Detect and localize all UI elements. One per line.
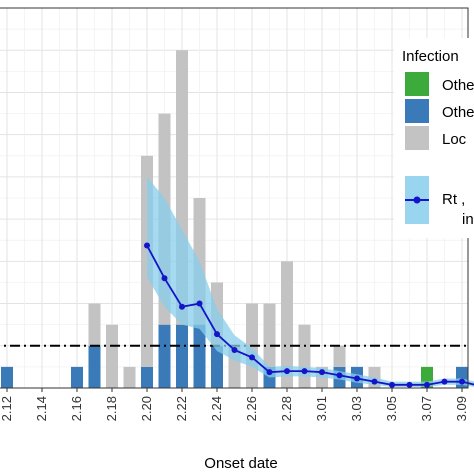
bar-local [281, 261, 293, 388]
x-tick-label: 3.03 [349, 396, 364, 421]
rt-point [161, 275, 168, 282]
rt-point [144, 242, 150, 249]
legend-label: Othe [442, 104, 474, 121]
rt-point [284, 368, 290, 375]
rt-line [146, 245, 474, 386]
x-tick-label: 2.26 [244, 396, 259, 421]
x-tick-label: 2.28 [279, 396, 294, 421]
bar-other_b [193, 324, 206, 388]
legend: Infection Othe Othe Loc Rt , in [394, 38, 474, 238]
rt-series [144, 176, 474, 388]
x-tick-label: 2.18 [104, 396, 119, 421]
x-axis-title: Onset date [204, 455, 277, 472]
x-tick-label: 3.01 [314, 396, 329, 421]
rt-point [424, 381, 430, 388]
bar-local [263, 303, 276, 367]
rt-point [336, 372, 343, 379]
x-tick-label: 3.09 [454, 396, 469, 421]
x-tick-label: 2.14 [34, 396, 49, 421]
bar-other_b [176, 324, 188, 388]
rt-point [214, 331, 220, 338]
legend-rt-point-swatch [413, 196, 421, 204]
rt-point [231, 347, 238, 353]
rt-point [406, 381, 413, 388]
rt-point [371, 378, 378, 385]
bar-other_b [211, 345, 223, 388]
legend-label: Othe [442, 77, 474, 94]
rt-point [441, 378, 448, 385]
x-tick-label: 2.12 [0, 396, 14, 421]
bar-local [333, 345, 346, 367]
rt-point [301, 368, 308, 375]
rt-point [319, 369, 325, 376]
x-axis-ticks: 2.12 2.14 2.16 2.18 2.20 2.22 2.24 2.26 2.28 3.01… [0, 388, 469, 421]
rt-point [249, 354, 255, 361]
legend-rt-label: Rt , [442, 191, 465, 208]
rt-point [179, 303, 185, 310]
rt-point [354, 375, 360, 382]
bar-other_b [71, 366, 83, 388]
rt-point [459, 378, 465, 385]
legend-swatch [405, 99, 429, 123]
legend-label: Loc [442, 131, 467, 148]
bar-local [106, 324, 118, 388]
x-tick-label: 2.20 [139, 396, 154, 421]
bar-local [88, 303, 101, 346]
bar-other_b [1, 366, 13, 388]
legend-title: Infection [402, 48, 459, 65]
legend-swatch [405, 126, 429, 150]
rt-point [266, 369, 273, 376]
x-tick-label: 2.16 [69, 396, 84, 421]
bar-other_b [158, 324, 171, 388]
legend-swatch [405, 72, 429, 96]
rt-point [196, 300, 203, 307]
bar-other_b [141, 366, 153, 388]
bar-local [123, 366, 136, 388]
x-tick-label: 2.22 [174, 396, 189, 421]
x-tick-label: 3.05 [384, 396, 399, 421]
bar-local [298, 324, 311, 388]
legend-rt-label-2: in [462, 211, 474, 228]
legend-rt-entry: Rt , in [405, 176, 474, 228]
rt-confidence-band [147, 176, 474, 388]
bar-other_b [88, 345, 101, 388]
legend-items: Othe Othe Loc [405, 72, 474, 150]
rt-point [389, 381, 395, 388]
x-tick-label: 3.07 [419, 396, 434, 421]
x-tick-label: 2.24 [209, 396, 224, 421]
